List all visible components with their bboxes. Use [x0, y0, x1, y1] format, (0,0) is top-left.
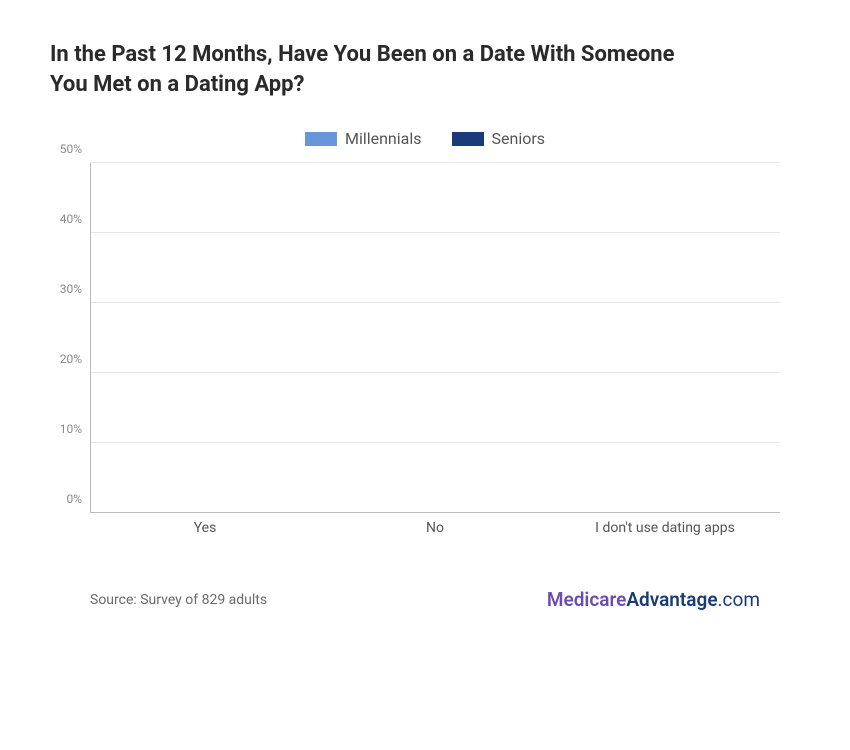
y-tick: 20% [60, 352, 82, 366]
y-tick: 0% [66, 492, 82, 506]
legend-item-seniors: Seniors [452, 129, 546, 148]
source-text: Source: Survey of 829 adults [90, 592, 267, 608]
footer: Source: Survey of 829 adults MedicareAdv… [50, 588, 800, 611]
legend-label: Millennials [345, 129, 422, 148]
x-label: I don't use dating apps [575, 520, 755, 536]
chart-area: 0% 10% 20% 30% 40% 50% Yes No [90, 163, 780, 543]
brand-logo: MedicareAdvantage.com [547, 588, 760, 611]
legend-swatch-seniors [452, 132, 484, 146]
y-tick: 10% [60, 422, 82, 436]
legend-swatch-millennials [305, 132, 337, 146]
legend: Millennials Seniors [50, 129, 800, 148]
y-axis: 0% 10% 20% 30% 40% 50% [50, 163, 90, 513]
brand-advantage: Advantage [626, 588, 717, 611]
legend-item-millennials: Millennials [305, 129, 422, 148]
y-tick: 40% [60, 212, 82, 226]
legend-label: Seniors [492, 129, 546, 148]
x-axis-labels: Yes No I don't use dating apps [90, 513, 780, 543]
y-tick: 30% [60, 282, 82, 296]
y-tick: 50% [60, 142, 82, 156]
bars-container [91, 163, 780, 512]
brand-medicare: Medicare [547, 588, 626, 611]
plot-region [90, 163, 780, 513]
x-label: Yes [115, 520, 295, 536]
chart-title: In the Past 12 Months, Have You Been on … [50, 40, 690, 99]
brand-com: .com [718, 588, 760, 611]
x-label: No [345, 520, 525, 536]
